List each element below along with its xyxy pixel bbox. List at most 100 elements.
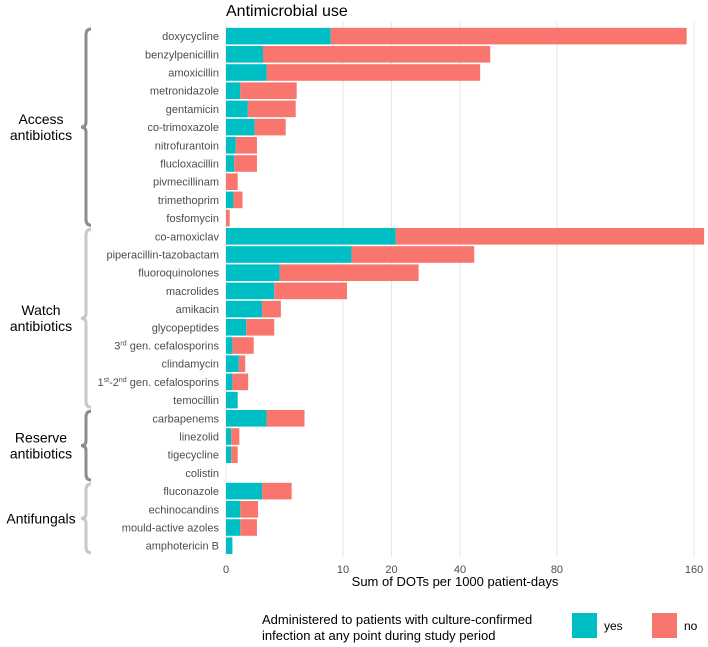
category-label: glycopeptides xyxy=(152,322,220,334)
bar-no xyxy=(233,191,243,209)
group-label: antibiotics xyxy=(10,446,72,462)
group-label: antibiotics xyxy=(10,318,72,334)
chart-title: Antimicrobial use xyxy=(226,3,348,20)
category-label: mould-active azoles xyxy=(122,523,220,535)
legend: Administered to patients with culture-co… xyxy=(262,612,698,643)
group-label: Watch xyxy=(21,302,60,318)
category-label: trimethoprim xyxy=(158,195,219,207)
bar-no xyxy=(266,64,481,81)
category-label: co-trimoxazole xyxy=(147,122,219,134)
x-tick-label: 10 xyxy=(337,564,349,576)
group-label: Access xyxy=(18,111,63,127)
category-label: carbapenems xyxy=(152,413,219,425)
bar-no xyxy=(240,82,297,99)
bar-yes xyxy=(226,410,267,427)
category-labels: doxycycline benzylpenicillin amoxicillin me… xyxy=(98,31,220,553)
category-label: fosfomycin xyxy=(166,213,219,225)
bar-yes xyxy=(226,428,232,445)
bar-no xyxy=(234,155,257,172)
x-tick-label: 40 xyxy=(454,564,466,576)
bar-no xyxy=(235,137,257,154)
bar-no xyxy=(262,482,292,500)
category-label: co-amoxiclav xyxy=(155,231,220,243)
category-label: pivmecillinam xyxy=(153,177,219,189)
bar-yes xyxy=(226,228,396,245)
category-label: clindamycin xyxy=(162,359,219,371)
category-label: fluoroquinolones xyxy=(138,268,219,280)
bar-no xyxy=(232,337,254,354)
bar-yes xyxy=(226,118,255,136)
x-tick-label: 160 xyxy=(685,564,703,576)
bar-no xyxy=(330,27,687,45)
bar-no xyxy=(226,209,230,227)
bar-yes xyxy=(226,373,233,391)
bar-no xyxy=(240,501,259,518)
bar-no xyxy=(231,446,238,463)
bar-no xyxy=(274,282,348,300)
group-bracket xyxy=(80,482,92,555)
bar-no xyxy=(395,228,705,245)
bar-yes xyxy=(226,501,241,518)
bar-yes xyxy=(226,46,263,63)
category-label: temocillin xyxy=(173,395,219,407)
category-label: piperacillin-tazobactam xyxy=(107,250,220,262)
bar-no xyxy=(231,428,240,445)
legend-title-line-1: Administered to patients with culture-co… xyxy=(262,612,532,627)
bar-yes xyxy=(226,519,241,536)
legend-label-yes: yes xyxy=(604,619,623,633)
bar-yes xyxy=(226,482,263,500)
bar-no xyxy=(351,246,475,263)
category-label: 3rd gen. cefalosporins xyxy=(114,341,219,353)
category-label: nitrofurantoin xyxy=(155,140,219,152)
bar-yes xyxy=(226,319,247,336)
x-axis-label: Sum of DOTs per 1000 patient-days xyxy=(352,574,559,589)
bar-yes xyxy=(226,282,275,300)
category-label: flucloxacillin xyxy=(160,159,219,171)
category-label: 1st-2nd gen. cefalosporins xyxy=(98,377,220,389)
category-label: amoxicillin xyxy=(168,68,219,80)
group-label: antibiotics xyxy=(10,127,72,143)
bar-yes xyxy=(226,264,280,281)
category-label: macrolides xyxy=(166,286,220,298)
bar-yes xyxy=(226,155,235,172)
category-label: linezolid xyxy=(179,432,219,444)
bar-yes xyxy=(226,355,239,372)
bar-yes xyxy=(226,391,238,409)
x-tick-label: 80 xyxy=(551,564,563,576)
bar-no xyxy=(232,373,249,391)
bar-yes xyxy=(226,64,267,81)
bar-no xyxy=(266,410,305,427)
group-brackets: AccessantibioticsWatchantibioticsReserve… xyxy=(6,27,92,555)
bar-no xyxy=(240,519,257,536)
x-tick-label: 20 xyxy=(385,564,397,576)
bar-yes xyxy=(226,82,241,99)
bar-yes xyxy=(226,137,236,154)
x-tick-label: 0 xyxy=(223,564,229,576)
bar-no xyxy=(263,46,491,63)
bar-yes xyxy=(226,246,352,263)
category-label: metronidazole xyxy=(150,86,219,98)
bar-no xyxy=(279,264,419,281)
group-bracket xyxy=(80,27,92,227)
bar-yes xyxy=(226,191,234,209)
x-axis-ticks: 0 10 20 40 80 160 xyxy=(223,564,703,576)
bar-yes xyxy=(226,537,233,554)
bar-no xyxy=(262,300,281,318)
legend-swatch-no xyxy=(652,613,677,638)
bar-yes xyxy=(226,337,233,354)
category-label: gentamicin xyxy=(166,104,219,116)
legend-swatch-yes xyxy=(572,613,597,638)
bars xyxy=(226,27,705,554)
bar-no xyxy=(254,118,286,136)
bar-no xyxy=(226,173,238,190)
bar-yes xyxy=(226,446,232,463)
category-label: fluconazole xyxy=(163,486,219,498)
group-label: Antifungals xyxy=(6,510,75,526)
grid-lines xyxy=(225,22,695,557)
bar-no xyxy=(247,100,296,118)
category-label: doxycycline xyxy=(162,31,219,43)
bar-no xyxy=(246,319,275,336)
category-label: benzylpenicillin xyxy=(145,49,219,61)
legend-title-line-2: infection at any point during study peri… xyxy=(262,628,495,643)
bar-no xyxy=(238,355,246,372)
